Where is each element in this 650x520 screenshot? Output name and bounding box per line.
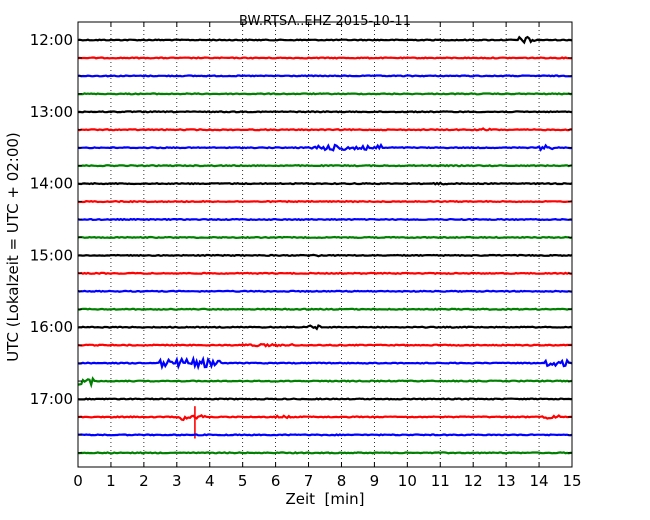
x-tick-label: 4 bbox=[205, 472, 215, 490]
trace-1 bbox=[77, 56, 573, 60]
trace-line bbox=[77, 376, 573, 389]
y-axis-ticks: 12:00 13:00 14:00 15:00 16:00 17:00 bbox=[30, 31, 572, 454]
trace-line bbox=[77, 74, 573, 78]
trace-line bbox=[77, 181, 573, 186]
trace-13 bbox=[77, 271, 573, 276]
x-tick-label: 10 bbox=[398, 472, 417, 490]
trace-line bbox=[77, 271, 573, 276]
trace-14 bbox=[77, 289, 573, 293]
trace-10 bbox=[77, 217, 573, 222]
trace-line bbox=[77, 397, 572, 401]
x-tick-label: 3 bbox=[172, 472, 182, 490]
x-axis-label: Zeit [min] bbox=[285, 490, 364, 508]
trace-12 bbox=[77, 253, 573, 258]
x-tick-label: 11 bbox=[431, 472, 450, 490]
y-tick-label: 15:00 bbox=[30, 246, 73, 264]
x-tick-label: 13 bbox=[497, 472, 516, 490]
trace-line bbox=[77, 433, 573, 437]
trace-21 bbox=[77, 406, 573, 439]
x-tick-label: 2 bbox=[139, 472, 149, 490]
y-tick-label: 14:00 bbox=[30, 175, 73, 193]
trace-3 bbox=[77, 92, 573, 96]
trace-7 bbox=[77, 163, 573, 168]
trace-5 bbox=[77, 127, 573, 132]
trace-16 bbox=[77, 324, 573, 331]
trace-11 bbox=[77, 235, 573, 240]
plot-border bbox=[77, 21, 573, 468]
trace-line bbox=[77, 142, 573, 152]
trace-line bbox=[77, 451, 572, 455]
trace-15 bbox=[77, 307, 573, 311]
trace-9 bbox=[77, 199, 573, 204]
y-tick-label: 13:00 bbox=[30, 103, 73, 121]
trace-8 bbox=[77, 181, 573, 186]
x-tick-label: 12 bbox=[464, 472, 483, 490]
trace-2 bbox=[77, 74, 573, 78]
trace-line bbox=[77, 56, 573, 60]
trace-line bbox=[77, 217, 573, 222]
trace-17 bbox=[77, 342, 573, 348]
trace-line bbox=[77, 253, 573, 258]
trace-4 bbox=[77, 110, 573, 114]
x-tick-label: 8 bbox=[337, 472, 347, 490]
trace-6 bbox=[77, 142, 573, 152]
trace-line bbox=[77, 414, 573, 422]
x-tick-label: 6 bbox=[271, 472, 281, 490]
trace-line bbox=[77, 324, 573, 331]
y-tick-label: 16:00 bbox=[30, 318, 73, 336]
trace-line bbox=[77, 110, 573, 114]
x-tick-label: 5 bbox=[238, 472, 248, 490]
x-tick-label: 14 bbox=[530, 472, 549, 490]
trace-0 bbox=[77, 35, 573, 45]
trace-line bbox=[77, 307, 573, 311]
y-tick-label: 12:00 bbox=[30, 31, 73, 49]
trace-line bbox=[77, 289, 573, 293]
trace-line bbox=[77, 35, 573, 45]
trace-line bbox=[77, 127, 573, 132]
y-axis-label: UTC (Lokalzeit = UTC + 02:00) bbox=[4, 132, 22, 362]
x-tick-label: 1 bbox=[106, 472, 116, 490]
plot-frame bbox=[77, 21, 573, 468]
trace-22 bbox=[77, 433, 573, 437]
trace-line bbox=[77, 92, 573, 96]
vertical-grid bbox=[110, 22, 540, 467]
trace-line bbox=[77, 199, 573, 204]
trace-line bbox=[77, 355, 573, 371]
trace-18 bbox=[77, 355, 573, 371]
trace-line bbox=[77, 342, 573, 348]
trace-19 bbox=[77, 376, 573, 389]
x-tick-label: 9 bbox=[370, 472, 380, 490]
x-axis-ticks: 0 1 2 3 4 5 6 7 8 9 10 11 12 13 14 15 bbox=[73, 22, 582, 490]
trace-23 bbox=[77, 451, 572, 455]
trace-lines bbox=[77, 35, 573, 455]
trace-line bbox=[77, 163, 573, 168]
x-tick-label: 7 bbox=[304, 472, 314, 490]
x-tick-label: 0 bbox=[73, 472, 83, 490]
trace-20 bbox=[77, 397, 572, 401]
y-tick-label: 17:00 bbox=[30, 390, 73, 408]
trace-line bbox=[77, 235, 573, 240]
x-tick-label: 15 bbox=[562, 472, 581, 490]
